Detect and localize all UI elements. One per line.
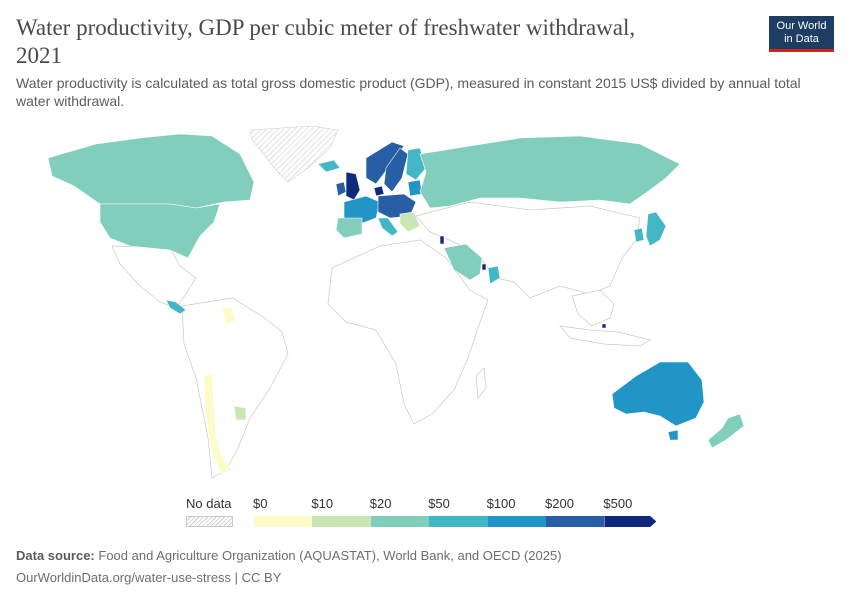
owid-logo[interactable]: Our World in Data (769, 16, 834, 52)
legend-bin-swatch[interactable] (370, 516, 430, 527)
south-america-region[interactable] (181, 297, 289, 479)
madagascar-region[interactable] (475, 367, 487, 399)
japan[interactable] (645, 211, 667, 247)
australia[interactable] (611, 361, 705, 427)
russia[interactable] (419, 135, 681, 209)
legend-no-data-swatch[interactable] (186, 516, 233, 527)
mexico-region[interactable] (111, 245, 197, 309)
iceland[interactable] (317, 159, 341, 173)
chile[interactable] (203, 373, 233, 475)
finland[interactable] (405, 147, 427, 181)
legend-tick-label: $50 (428, 496, 450, 511)
legend-bin-swatch[interactable] (254, 516, 313, 527)
legend-no-data-label: No data (186, 496, 232, 511)
title-line-2: 2021 (16, 43, 62, 68)
new-zealand[interactable] (707, 413, 745, 449)
map-legend: No data $0 $10 $20 $50 $100 $200 $500 (0, 496, 850, 536)
legend-bin-swatch[interactable] (429, 516, 488, 527)
legend-tick-label: $10 (311, 496, 334, 511)
balkans[interactable] (399, 211, 421, 233)
legend-tick-label: $0 (253, 496, 268, 511)
qatar[interactable] (481, 263, 487, 271)
legend-bin-swatch[interactable] (546, 516, 605, 527)
data-source-label: Data source: (16, 548, 95, 563)
logo-line-2: in Data (784, 33, 819, 45)
southeast-asia-region[interactable] (571, 289, 615, 327)
central-america[interactable] (165, 299, 187, 315)
indonesia-region[interactable] (559, 325, 651, 347)
guyana[interactable] (221, 307, 237, 325)
chart-subtitle: Water productivity is calculated as tota… (16, 75, 801, 109)
israel[interactable] (439, 235, 445, 245)
saudi-arabia[interactable] (443, 243, 483, 281)
legend-tick-label: $500 (603, 496, 633, 511)
tasmania[interactable] (667, 429, 679, 441)
sweden[interactable] (383, 147, 409, 193)
greenland[interactable] (249, 125, 339, 183)
logo-line-1: Our World (776, 20, 827, 32)
legend-bin-swatch[interactable] (312, 516, 371, 527)
uruguay[interactable] (233, 405, 247, 421)
legend-tick-label: $20 (369, 496, 392, 511)
world-map (0, 118, 850, 490)
map-svg (47, 125, 745, 479)
iberia[interactable] (335, 217, 363, 239)
title-line-1: Water productivity, GDP per cubic meter … (16, 15, 636, 40)
chart-title: Water productivity, GDP per cubic meter … (16, 14, 736, 70)
oman[interactable] (487, 265, 501, 285)
usa[interactable] (99, 203, 221, 259)
data-source-text: Food and Agriculture Organization (AQUAS… (98, 548, 562, 563)
no-data-landmass (111, 201, 651, 479)
uk[interactable] (345, 171, 361, 201)
ireland[interactable] (335, 181, 347, 197)
singapore[interactable] (601, 323, 607, 329)
denmark[interactable] (373, 185, 385, 197)
legend-tick-label: $200 (545, 496, 574, 511)
canada[interactable] (47, 133, 255, 209)
data-source: Data source: Food and Agriculture Organi… (16, 548, 562, 563)
korea[interactable] (633, 227, 645, 243)
source-url[interactable]: OurWorldinData.org/water-use-stress | CC… (16, 570, 282, 585)
baltics[interactable] (407, 179, 423, 197)
legend-bin-swatch-open[interactable] (604, 516, 657, 527)
legend-bin-swatch[interactable] (487, 516, 546, 527)
italy[interactable] (377, 217, 399, 237)
africa-region[interactable] (327, 239, 489, 425)
legend-tick-label: $100 (486, 496, 516, 511)
